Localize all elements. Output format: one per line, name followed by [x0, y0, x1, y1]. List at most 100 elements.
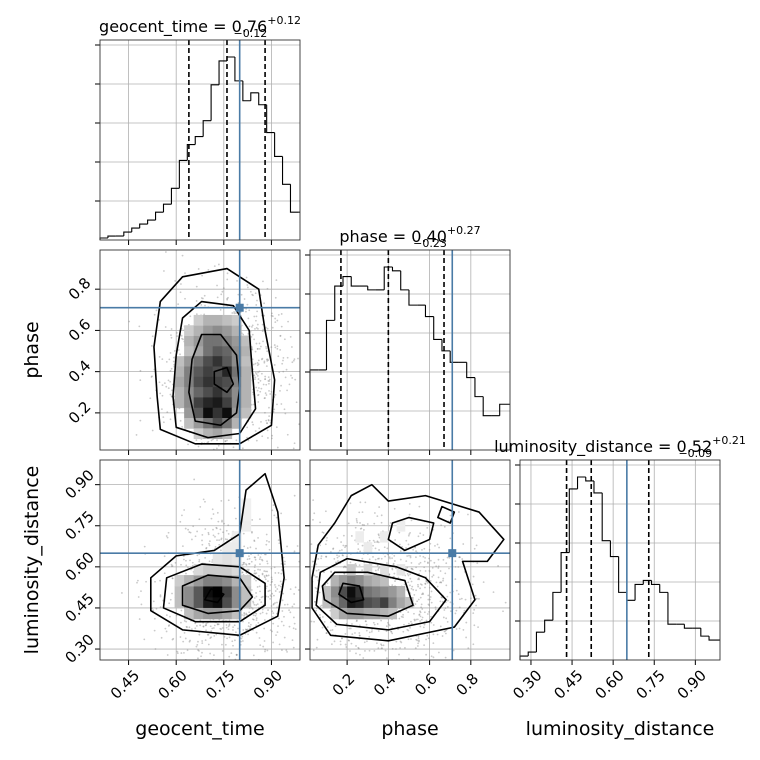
scatter-point: [409, 577, 412, 580]
density-cell: [322, 586, 332, 598]
scatter-point: [267, 580, 269, 583]
scatter-point: [255, 612, 258, 615]
hist-bin-luminosity_distance-1: [527, 651, 537, 657]
density-cell: [355, 575, 365, 587]
scatter-point: [152, 600, 155, 603]
scatter-point: [362, 529, 365, 531]
density-cell: [203, 345, 214, 357]
scatter-point: [208, 560, 211, 563]
ylabel-luminosity_distance: luminosity_distance: [21, 466, 43, 655]
scatter-point: [275, 426, 278, 429]
scatter-point: [257, 359, 260, 362]
scatter-point: [163, 270, 165, 272]
title-minus-phase: −0.23: [413, 237, 447, 250]
scatter-point: [171, 389, 173, 392]
scatter-point: [140, 590, 142, 593]
hist-bin-luminosity_distance-16: [650, 580, 660, 585]
hist-bin-luminosity_distance-17: [659, 584, 668, 593]
scatter-point: [149, 397, 152, 400]
scatter-point: [204, 557, 207, 559]
scatter-point: [161, 358, 164, 361]
hist-bin-geocent_time-22: [274, 132, 283, 158]
scatter-point: [291, 346, 293, 348]
scatter-point: [272, 641, 275, 644]
scatter-point: [330, 570, 332, 573]
title-minus-luminosity_distance: −0.09: [678, 447, 712, 460]
scatter-point: [293, 442, 296, 445]
scatter-point: [212, 627, 215, 629]
scatter-point: [291, 361, 294, 364]
scatter-point: [318, 591, 321, 594]
scatter-point: [167, 387, 170, 390]
scatter-point: [378, 536, 381, 539]
scatter-point: [235, 454, 237, 456]
scatter-point: [245, 613, 248, 616]
scatter-point: [434, 606, 437, 609]
scatter-point: [402, 630, 405, 633]
scatter-point: [231, 312, 234, 314]
scatter-point: [267, 595, 270, 598]
scatter-point: [398, 617, 401, 620]
scatter-point: [380, 643, 382, 646]
scatter-point: [266, 350, 269, 353]
scatter-point: [241, 447, 244, 450]
scatter-point: [420, 618, 423, 621]
scatter-point: [438, 546, 440, 549]
scatter-point: [375, 642, 378, 645]
hist-bin-geocent_time-10: [178, 159, 188, 189]
density-cell: [174, 376, 185, 388]
scatter-point: [170, 563, 173, 566]
scatter-point: [343, 565, 346, 568]
xtick-label-phase-0: 0.2: [329, 670, 359, 700]
scatter-point: [292, 560, 294, 562]
scatter-point: [171, 577, 174, 580]
scatter-point: [179, 419, 182, 422]
scatter-point: [386, 562, 388, 564]
scatter-point: [455, 628, 458, 630]
scatter-point: [386, 547, 389, 550]
scatter-point: [301, 593, 303, 595]
scatter-point: [218, 543, 221, 546]
scatter-point: [325, 555, 328, 558]
scatter-point: [282, 556, 285, 559]
scatter-point: [342, 566, 345, 569]
scatter-point: [200, 655, 202, 658]
scatter-point: [164, 251, 167, 253]
scatter-point: [287, 602, 289, 604]
scatter-point: [455, 609, 458, 612]
scatter-point: [200, 471, 202, 473]
scatter-point: [306, 573, 308, 575]
scatter-point: [277, 625, 279, 628]
scatter-point: [155, 309, 158, 312]
density-cell: [174, 397, 185, 409]
scatter-point: [259, 345, 262, 348]
scatter-point: [194, 627, 197, 630]
scatter-point: [222, 531, 224, 534]
scatter-point: [208, 454, 210, 456]
scatter-point: [426, 634, 429, 637]
scatter-point: [175, 614, 178, 617]
scatter-point: [380, 557, 383, 560]
hist-bin-geocent_time-24: [289, 184, 299, 213]
scatter-point: [445, 617, 448, 620]
title-prefix-geocent_time: geocent_time = 0.76: [99, 17, 267, 37]
scatter-point: [257, 401, 260, 403]
scatter-point: [241, 571, 244, 574]
scatter-point: [417, 637, 420, 640]
scatter-point: [242, 333, 245, 336]
scatter-point: [224, 440, 227, 442]
scatter-point: [428, 604, 431, 607]
scatter-point: [172, 356, 175, 359]
scatter-point: [377, 534, 380, 537]
scatter-point: [404, 647, 406, 649]
scatter-point: [263, 627, 266, 630]
scatter-point: [259, 379, 262, 382]
scatter-point: [267, 379, 270, 382]
scatter-point: [265, 612, 268, 615]
scatter-point: [201, 543, 204, 546]
density-cell: [184, 407, 195, 419]
scatter-point: [255, 579, 257, 582]
scatter-point: [211, 627, 214, 630]
scatter-point: [332, 548, 334, 550]
scatter-point: [267, 574, 270, 577]
